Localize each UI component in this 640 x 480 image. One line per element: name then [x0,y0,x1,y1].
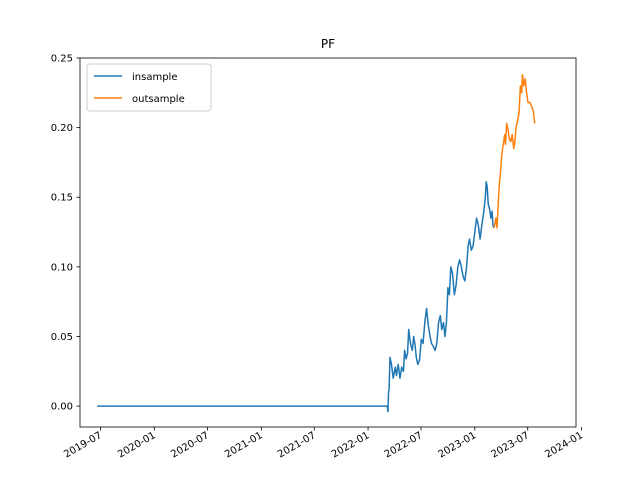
legend-label-insample: insample [132,72,177,83]
y-tick-label: 0.00 [51,402,73,413]
plot-frame [79,57,577,428]
y-axis: 0.00 0.05 0.10 0.15 0.20 0.25 [51,54,80,413]
x-tick-label: 2023-01 [437,430,479,460]
x-tick-label: 2020-01 [116,430,158,460]
y-tick-label: 0.25 [51,54,73,65]
x-tick-label: 2022-07 [383,430,425,460]
series-line-insample [97,181,495,413]
x-tick-label: 2024-01 [543,430,585,460]
y-tick-label: 0.20 [51,123,73,134]
x-tick-label: 2021-01 [223,430,265,460]
chart-title: PF [321,37,335,51]
x-tick-label: 2019-07 [62,430,104,460]
x-tick-label: 2020-07 [169,430,211,460]
y-tick-label: 0.15 [51,193,73,204]
legend-label-outsample: outsample [132,94,185,105]
x-tick-label: 2021-07 [276,430,318,460]
series-layer [97,73,536,413]
y-tick-label: 0.05 [51,332,73,343]
x-tick-label: 2022-01 [330,430,372,460]
x-tick-label: 2023-07 [490,430,532,460]
y-tick-label: 0.10 [51,262,73,273]
legend: insample outsample [86,63,212,112]
x-axis: 2019-07 2020-01 2020-07 2021-01 2021-07 2022-… [62,427,585,460]
series-line-outsample [493,73,536,229]
